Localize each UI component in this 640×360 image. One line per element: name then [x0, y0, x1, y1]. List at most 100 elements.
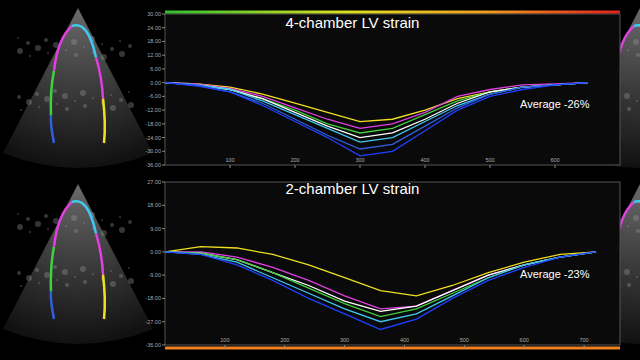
speckle	[35, 45, 41, 51]
chart: 30.0024.0018.0012.006.000.00-6.00-12.00-…	[145, 11, 620, 169]
y-tick-label: -36.00	[145, 342, 161, 348]
x-tick-label: 200	[290, 157, 299, 163]
plot-frame	[165, 182, 620, 345]
x-tick	[464, 345, 465, 348]
speckle	[110, 223, 114, 227]
x-tick-label: 600	[520, 337, 529, 343]
y-tick	[162, 55, 165, 56]
contour	[634, 25, 640, 57]
y-tick-label: 9.00	[150, 226, 161, 232]
chart-title: 2-chamber LV strain	[286, 180, 420, 197]
color-bar	[165, 347, 620, 350]
speckle	[62, 269, 68, 275]
x-tick-label: 500	[460, 337, 469, 343]
speckle	[83, 104, 87, 108]
speckle	[83, 280, 87, 284]
speckle	[119, 51, 125, 57]
speckle	[44, 214, 48, 218]
y-tick	[162, 137, 165, 138]
speckle	[636, 53, 640, 57]
strain-curve	[165, 247, 596, 296]
plot-frame	[165, 14, 620, 165]
speckle	[47, 228, 49, 230]
contour	[103, 275, 105, 319]
speckle	[65, 225, 67, 227]
speckle	[636, 100, 638, 102]
speckle	[29, 55, 31, 57]
speckle	[128, 267, 130, 269]
echo-image	[3, 184, 153, 344]
y-tick	[162, 82, 165, 83]
contour	[51, 291, 54, 319]
x-tick	[360, 165, 361, 168]
speckle	[38, 106, 40, 108]
canvas: 30.0024.0018.0012.006.000.00-6.00-12.00-…	[0, 0, 640, 360]
speckle	[128, 44, 132, 48]
y-tick	[162, 182, 165, 183]
y-tick	[162, 321, 165, 322]
speckle	[26, 275, 32, 281]
speckle	[26, 217, 30, 221]
speckle	[624, 269, 630, 275]
x-tick-label: 300	[340, 337, 349, 343]
y-tick-label: -36.00	[145, 162, 161, 168]
x-tick-label: 400	[400, 337, 409, 343]
y-tick	[162, 68, 165, 69]
annotation: Average -26%	[520, 98, 590, 110]
y-tick	[162, 251, 165, 252]
speckle	[17, 213, 19, 215]
contour	[72, 201, 96, 233]
speckle	[119, 40, 121, 42]
y-tick	[162, 123, 165, 124]
y-tick-label: 0.00	[150, 249, 161, 255]
speckle	[119, 274, 123, 278]
contour	[54, 202, 72, 247]
speckle	[26, 41, 30, 45]
speckle	[26, 99, 32, 105]
x-tick	[344, 345, 345, 348]
speckle	[62, 93, 68, 99]
speckle	[44, 96, 50, 102]
x-tick-label: 100	[220, 337, 229, 343]
y-tick	[162, 275, 165, 276]
speckle	[17, 37, 19, 39]
speckle	[101, 219, 103, 221]
speckle	[92, 97, 94, 99]
speckle	[71, 215, 77, 221]
contour	[96, 58, 103, 99]
x-tick	[490, 165, 491, 168]
x-tick	[295, 165, 296, 168]
speckle	[20, 285, 22, 287]
speckle	[636, 276, 638, 278]
speckle	[65, 107, 69, 111]
speckle	[71, 39, 77, 45]
speckle	[101, 230, 107, 236]
contour	[634, 201, 640, 233]
speckle	[110, 281, 116, 287]
speckle	[128, 278, 134, 284]
speckle	[119, 227, 125, 233]
x-tick-label: 100	[225, 157, 234, 163]
speckle	[17, 271, 21, 275]
chart: 27.0018.009.000.00-9.00-18.00-27.00-36.0…	[145, 179, 620, 350]
y-tick	[162, 110, 165, 111]
y-tick	[162, 96, 165, 97]
background	[0, 0, 640, 360]
y-tick	[162, 14, 165, 15]
echo-sector	[3, 8, 153, 168]
x-tick	[425, 165, 426, 168]
y-tick	[162, 205, 165, 206]
speckle	[627, 225, 629, 227]
strain-curve	[165, 252, 596, 330]
x-tick	[230, 165, 231, 168]
speckle	[17, 48, 23, 54]
speckle	[80, 266, 86, 272]
strain-curve	[165, 252, 596, 317]
speckle	[128, 102, 134, 108]
y-tick	[162, 165, 165, 166]
y-tick-label: 24.00	[147, 25, 161, 31]
y-tick-label: 6.00	[150, 66, 161, 72]
speckle	[624, 93, 630, 99]
speckle	[110, 47, 114, 51]
strain-curve	[165, 83, 588, 156]
